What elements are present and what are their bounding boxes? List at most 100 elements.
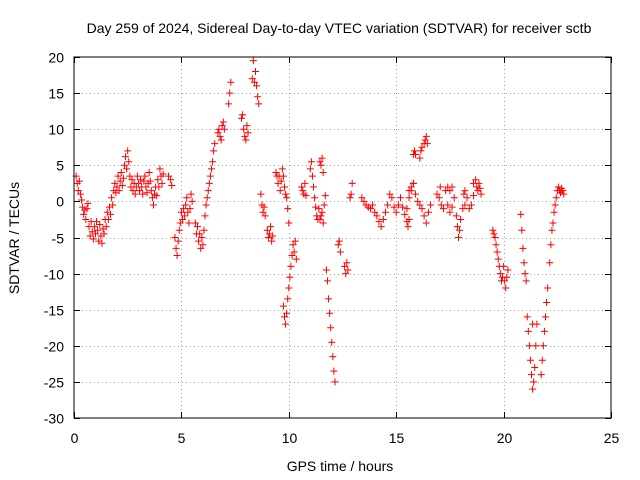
data-point	[149, 201, 157, 209]
data-point	[249, 57, 257, 65]
data-point	[538, 356, 546, 364]
data-point	[335, 237, 343, 245]
data-point	[285, 284, 293, 292]
data-point	[281, 313, 289, 321]
data-point	[288, 252, 296, 260]
data-point	[80, 210, 88, 218]
data-point	[435, 194, 443, 202]
data-point	[541, 313, 549, 321]
data-point	[448, 203, 456, 211]
data-point	[491, 234, 499, 241]
data-point	[250, 78, 258, 86]
data-point	[342, 270, 350, 278]
data-point	[142, 183, 150, 191]
data-point	[268, 237, 276, 245]
data-point	[93, 218, 101, 226]
y-axis-label: SDTVAR / TECUs	[6, 182, 22, 294]
data-point	[311, 194, 319, 202]
data-point	[456, 226, 464, 234]
data-point	[185, 219, 193, 227]
data-point	[519, 244, 527, 252]
data-point	[104, 215, 112, 223]
data-point	[197, 244, 205, 252]
data-point	[107, 210, 115, 218]
data-point	[540, 327, 548, 335]
data-point	[386, 190, 394, 198]
data-point	[301, 179, 309, 187]
data-point	[146, 177, 154, 185]
data-point	[417, 147, 425, 155]
data-point	[159, 170, 167, 178]
data-point	[188, 197, 196, 205]
data-point	[220, 125, 228, 133]
x-tick-label: 25	[604, 430, 620, 446]
data-point	[96, 221, 104, 229]
data-point	[299, 187, 307, 195]
data-point	[437, 201, 445, 209]
data-point	[257, 190, 265, 198]
data-point	[282, 320, 290, 328]
data-point	[500, 262, 508, 270]
data-point	[347, 190, 355, 198]
data-point	[181, 212, 189, 220]
data-point	[139, 190, 147, 198]
data-point	[460, 190, 468, 198]
data-point	[416, 154, 424, 162]
data-point	[255, 100, 263, 108]
data-point	[551, 201, 559, 209]
data-point	[290, 248, 298, 256]
grid-lines	[74, 57, 611, 418]
data-point	[423, 140, 431, 148]
data-point	[141, 172, 149, 180]
data-point	[201, 212, 209, 220]
data-point	[529, 385, 537, 393]
data-point	[477, 190, 485, 198]
data-point	[168, 182, 176, 190]
data-point	[344, 266, 352, 274]
data-point	[336, 248, 344, 256]
data-point	[343, 259, 351, 267]
data-point	[194, 223, 202, 231]
data-point	[373, 212, 381, 220]
y-tick-label: 20	[48, 50, 64, 66]
data-point	[319, 169, 327, 177]
data-point	[254, 93, 262, 101]
data-point	[390, 203, 398, 211]
data-point	[214, 129, 222, 137]
data-point	[436, 183, 444, 191]
data-point	[283, 194, 291, 202]
data-point	[317, 212, 325, 220]
data-point	[392, 208, 400, 216]
data-point	[401, 210, 409, 218]
data-point	[282, 190, 290, 198]
data-point	[129, 187, 137, 195]
y-tick-label: -25	[44, 375, 64, 391]
data-point	[453, 223, 461, 231]
data-point	[276, 187, 284, 195]
data-point	[427, 201, 435, 209]
data-point	[200, 226, 208, 234]
data-point	[78, 196, 86, 204]
data-point	[420, 212, 428, 220]
data-point	[119, 174, 127, 182]
data-point	[341, 262, 349, 270]
data-point	[140, 177, 148, 185]
data-point	[136, 187, 144, 195]
data-point	[286, 273, 294, 281]
data-point	[209, 158, 217, 166]
data-point	[90, 223, 98, 231]
data-point	[117, 169, 125, 177]
data-point	[323, 277, 331, 285]
data-point	[184, 208, 192, 216]
data-point	[412, 150, 420, 158]
data-point	[388, 194, 396, 202]
data-point	[334, 241, 342, 249]
data-point	[405, 194, 413, 202]
data-point	[137, 176, 145, 184]
data-point	[529, 320, 537, 328]
data-point	[100, 230, 108, 238]
data-point	[202, 201, 210, 209]
data-point	[115, 187, 123, 195]
data-point	[316, 215, 324, 223]
